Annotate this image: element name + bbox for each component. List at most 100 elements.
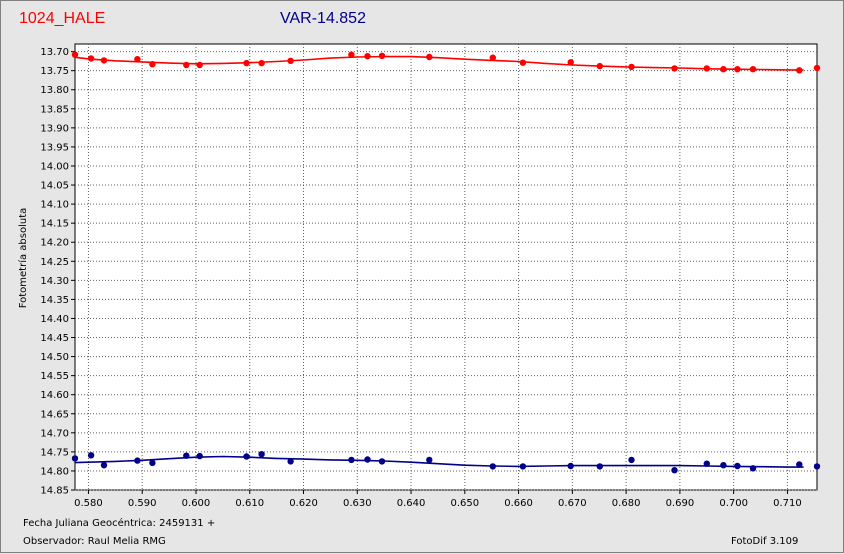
series-1-point xyxy=(596,463,603,470)
series-0-point xyxy=(734,66,741,73)
series-0-point xyxy=(519,59,527,66)
y-tick-label: 13.70 xyxy=(40,47,69,58)
series-1-point xyxy=(258,451,265,458)
x-tick-label: 0.590 xyxy=(128,498,157,509)
date-label: Fecha Juliana Geocéntrica: 2459131 + xyxy=(23,518,216,529)
series-0-point xyxy=(703,65,710,72)
series-0-point xyxy=(378,52,386,59)
y-tick-label: 14.50 xyxy=(40,352,69,363)
y-tick-label: 14.20 xyxy=(40,238,69,249)
series-1-point xyxy=(287,458,294,465)
series-1-point xyxy=(378,458,386,465)
series-1-trend-line xyxy=(74,455,804,468)
series-1-point xyxy=(134,457,141,464)
y-tick-label: 14.65 xyxy=(40,409,69,420)
series-0-point xyxy=(243,59,250,67)
series-0-point xyxy=(71,51,79,58)
series-0-point xyxy=(87,55,95,62)
y-tick-label: 14.80 xyxy=(40,466,69,477)
y-tick-labels: 13.70 13.75 13.80 13.85 13.90 13.95 14.00 14.05… xyxy=(40,47,69,496)
x-tick-label: 0.620 xyxy=(289,498,318,509)
x-tick-label: 0.700 xyxy=(719,498,748,509)
series-0-point xyxy=(100,57,108,64)
x-tick-label: 0.600 xyxy=(182,498,211,509)
series-0-point xyxy=(596,62,603,70)
series-0-point xyxy=(628,63,635,71)
series-1-point xyxy=(703,460,710,467)
series-0-point xyxy=(426,53,433,61)
var-label-title: VAR-14.852 xyxy=(280,10,366,27)
x-tick-label: 0.610 xyxy=(235,498,264,509)
y-tick-label: 14.10 xyxy=(40,200,69,211)
series-1-point xyxy=(749,465,757,472)
series-0-point xyxy=(149,61,156,68)
series-0-point xyxy=(196,61,203,69)
y-tick-label: 13.80 xyxy=(40,85,69,96)
y-tick-label: 14.85 xyxy=(40,486,69,497)
series-0-point xyxy=(258,59,265,67)
series-1-point xyxy=(813,463,821,470)
x-tick-label: 0.710 xyxy=(773,498,802,509)
y-tick-label: 14.05 xyxy=(40,181,69,192)
y-tick-label: 13.75 xyxy=(40,66,69,77)
observer-label: Observador: Raul Melia RMG xyxy=(23,536,166,547)
series-1-point xyxy=(183,452,190,459)
grid xyxy=(71,44,817,494)
y-tick-label: 14.00 xyxy=(40,161,69,172)
series-1-point xyxy=(734,462,741,470)
x-tick-label: 0.670 xyxy=(558,498,587,509)
plot-area xyxy=(74,43,818,491)
series-1-point xyxy=(567,462,574,470)
series-1-point xyxy=(243,453,250,460)
x-tick-label: 0.690 xyxy=(666,498,695,509)
y-tick-label: 14.60 xyxy=(40,390,69,401)
y-tick-label: 14.75 xyxy=(40,447,69,458)
series-0-point xyxy=(287,57,294,64)
series-0-point xyxy=(489,54,496,61)
x-tick-label: 0.630 xyxy=(343,498,372,509)
series-0-point xyxy=(749,66,757,73)
y-tick-label: 14.40 xyxy=(40,314,69,325)
y-tick-label: 14.35 xyxy=(40,295,69,306)
x-tick-label: 0.640 xyxy=(397,498,426,509)
series-0-point xyxy=(567,59,574,66)
y-tick-label: 13.90 xyxy=(40,123,69,134)
y-tick-label: 13.95 xyxy=(40,142,69,153)
y-axis-label: Fotometría absoluta xyxy=(17,208,29,309)
y-tick-label: 13.85 xyxy=(40,104,69,115)
x-tick-labels: 0.580 0.590 0.600 0.610 0.620 0.630 0.640 0.650… xyxy=(74,498,802,509)
series-0-point xyxy=(364,53,371,60)
x-tick-label: 0.660 xyxy=(504,498,533,509)
series-0-point xyxy=(796,67,803,74)
x-tick-label: 0.680 xyxy=(612,498,641,509)
y-tick-label: 14.30 xyxy=(40,276,69,287)
software-label: FotoDif 3.109 xyxy=(731,536,799,547)
series-1-point xyxy=(519,463,527,470)
series-0-point xyxy=(671,65,678,72)
series-1-point xyxy=(71,455,79,462)
y-tick-label: 14.25 xyxy=(40,257,69,268)
series-1-point xyxy=(348,456,355,464)
x-tick-label: 0.580 xyxy=(74,498,103,509)
series-0-point xyxy=(134,56,141,63)
y-tick-label: 14.55 xyxy=(40,371,69,382)
y-tick-label: 14.45 xyxy=(40,333,69,344)
series-1-point xyxy=(87,452,95,459)
series-1-point xyxy=(149,459,156,467)
series-1-point xyxy=(364,456,371,463)
series-0-point xyxy=(348,51,355,58)
data-points xyxy=(71,51,821,474)
series-1-point xyxy=(426,456,433,464)
series-1-point xyxy=(720,462,727,469)
series-1-point xyxy=(489,463,496,470)
series-1-point xyxy=(671,467,678,474)
object-name-title: 1024_HALE xyxy=(19,10,106,27)
y-tick-label: 14.70 xyxy=(40,428,69,439)
series-1-point xyxy=(196,452,203,460)
series-1-point xyxy=(100,462,108,469)
series-0-point xyxy=(183,61,190,69)
series-1-point xyxy=(628,456,635,464)
series-0-point xyxy=(813,64,821,72)
